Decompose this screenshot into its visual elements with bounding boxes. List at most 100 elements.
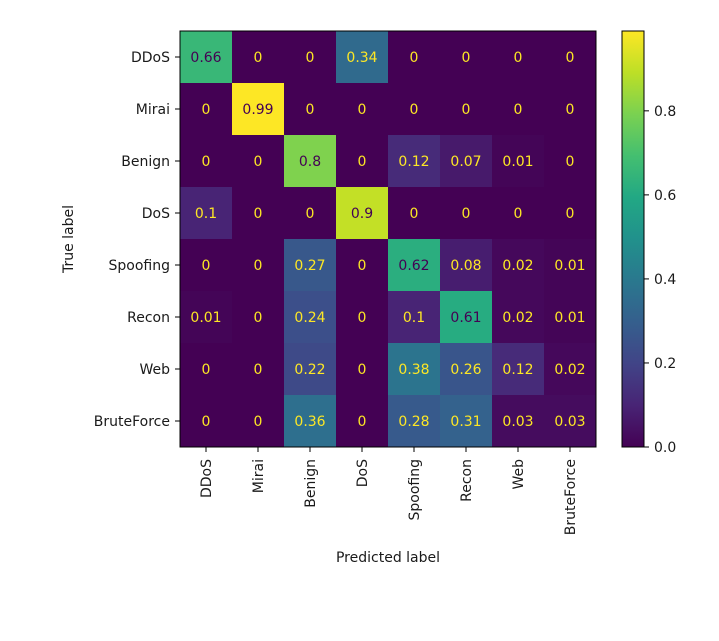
x-tick-label: Spoofing [407,459,423,520]
cell-value-label: 0.02 [554,362,585,378]
cell-value-label: 0.1 [403,310,425,326]
y-tick-label: Spoofing [109,258,170,274]
cell-value-label: 0 [358,102,367,118]
plot-frame [179,30,597,448]
x-tick-label: Mirai [251,459,267,493]
cell-value-label: 0.02 [502,258,533,274]
x-tick-label: BruteForce [563,459,579,535]
cell-bruteforce-bruteforce [544,395,597,448]
cell-value-label: 0.62 [398,258,429,274]
cell-web-dos [336,343,389,396]
cell-value-label: 0.03 [554,414,585,430]
cell-value-label: 0 [202,414,211,430]
cell-recon-bruteforce [544,291,597,344]
cell-spoofing-ddos [180,239,233,292]
cell-dos-benign [284,187,337,240]
cell-mirai-web [492,83,545,136]
cell-web-recon [440,343,493,396]
cell-mirai-mirai [232,83,285,136]
y-tick-label: DoS [142,206,170,222]
cell-recon-spoofing [388,291,441,344]
cell-dos-ddos [180,187,233,240]
cell-bruteforce-benign [284,395,337,448]
cell-value-label: 0 [566,50,575,66]
cell-value-label: 0.1 [195,206,217,222]
cell-benign-mirai [232,135,285,188]
cell-ddos-dos [336,31,389,84]
cell-dos-bruteforce [544,187,597,240]
cell-ddos-benign [284,31,337,84]
cell-value-label: 0.8 [299,154,321,170]
cell-value-label: 0.99 [242,102,273,118]
colorbar-tick-label: 0.2 [654,356,676,372]
cell-value-label: 0.12 [502,362,533,378]
cell-mirai-benign [284,83,337,136]
heatmap-cell-labels: 0.66 0 0 0.34 0 0 0 0 0 0.99 0 0 0 0 0 0 0 0 0.8 0 0.12 0.07 0… [190,50,585,430]
cell-value-label: 0.9 [351,206,373,222]
cell-spoofing-spoofing [388,239,441,292]
cell-spoofing-bruteforce [544,239,597,292]
cell-value-label: 0.26 [450,362,481,378]
x-tick-label: DDoS [199,459,215,498]
cell-mirai-bruteforce [544,83,597,136]
cell-value-label: 0.01 [554,258,585,274]
cell-ddos-spoofing [388,31,441,84]
cell-web-spoofing [388,343,441,396]
cell-value-label: 0 [358,414,367,430]
cell-web-mirai [232,343,285,396]
cell-value-label: 0.34 [346,50,377,66]
cell-dos-spoofing [388,187,441,240]
cell-mirai-spoofing [388,83,441,136]
cell-value-label: 0 [254,310,263,326]
cell-bruteforce-recon [440,395,493,448]
colorbar-gradient [621,30,645,448]
cell-bruteforce-spoofing [388,395,441,448]
cell-value-label: 0.02 [502,310,533,326]
cell-spoofing-web [492,239,545,292]
colorbar-tick-label: 0.0 [654,440,676,456]
cell-benign-recon [440,135,493,188]
y-tick-label: Benign [121,154,170,170]
cell-value-label: 0 [202,102,211,118]
cell-ddos-ddos [180,31,233,84]
cell-value-label: 0 [202,154,211,170]
cell-value-label: 0 [254,414,263,430]
cell-value-label: 0.36 [294,414,325,430]
cell-spoofing-dos [336,239,389,292]
cell-value-label: 0 [358,310,367,326]
cell-value-label: 0 [566,102,575,118]
cell-value-label: 0 [514,102,523,118]
cell-ddos-mirai [232,31,285,84]
cell-bruteforce-mirai [232,395,285,448]
colorbar: 0.0 0.2 0.4 0.6 0.8 [621,30,676,456]
cell-value-label: 0.38 [398,362,429,378]
heatmap-cells [180,31,597,448]
cell-value-label: 0.28 [398,414,429,430]
cell-web-web [492,343,545,396]
cell-value-label: 0 [566,154,575,170]
cell-web-bruteforce [544,343,597,396]
cell-value-label: 0 [358,154,367,170]
cell-dos-recon [440,187,493,240]
cell-value-label: 0 [254,154,263,170]
cell-value-label: 0.01 [502,154,533,170]
cell-mirai-recon [440,83,493,136]
cell-spoofing-benign [284,239,337,292]
x-tick-label: Web [511,459,527,490]
y-axis-ticks: DDoS Mirai Benign DoS Spoofing Recon Web BruteF… [94,50,180,430]
cell-value-label: 0.61 [450,310,481,326]
cell-benign-bruteforce [544,135,597,188]
cell-value-label: 0.03 [502,414,533,430]
cell-recon-web [492,291,545,344]
cell-value-label: 0 [410,206,419,222]
cell-value-label: 0 [254,258,263,274]
cell-recon-recon [440,291,493,344]
cell-value-label: 0 [254,206,263,222]
cell-value-label: 0 [410,102,419,118]
cell-recon-mirai [232,291,285,344]
cell-ddos-recon [440,31,493,84]
cell-benign-web [492,135,545,188]
cell-value-label: 0 [306,50,315,66]
cell-dos-mirai [232,187,285,240]
cell-value-label: 0 [514,206,523,222]
